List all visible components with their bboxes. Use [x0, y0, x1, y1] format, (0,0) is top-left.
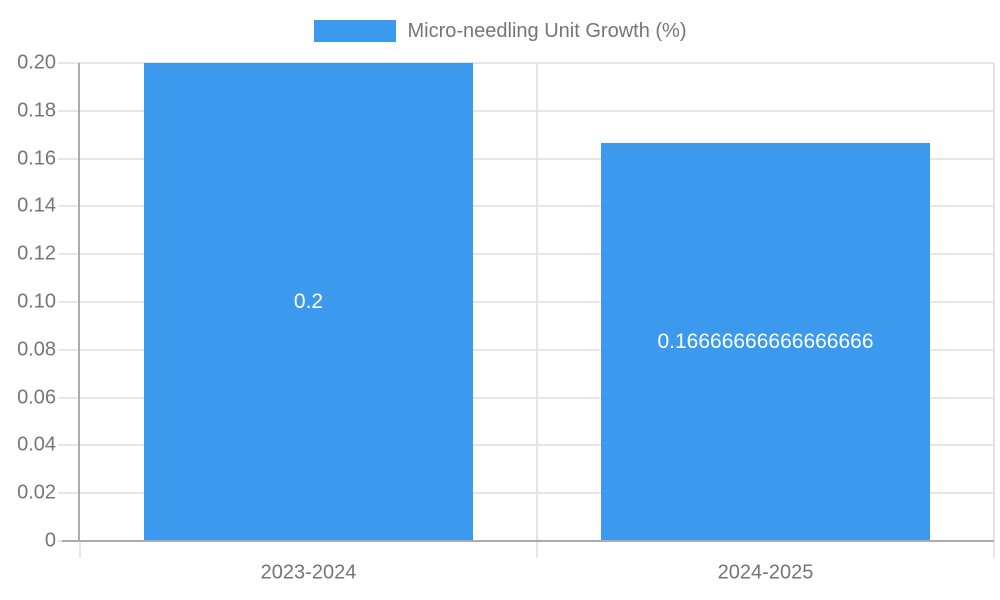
y-axis-tick-label: 0.10: [17, 290, 56, 313]
y-axis-tick-mark: [58, 62, 80, 64]
x-axis-tick-mark: [993, 542, 995, 558]
y-axis-tick-label: 0.08: [17, 338, 56, 361]
y-axis-tick-label: 0.20: [17, 51, 56, 74]
legend-swatch: [313, 20, 396, 42]
plot-area: 0 0.02 0.04 0.06 0.08 0.10 0.12 0.14 0.16 0.18 0.2…: [17, 52, 995, 584]
legend[interactable]: Micro-needling Unit Growth (%): [0, 18, 1000, 44]
x-axis-tick-label: 2024-2025: [717, 561, 814, 584]
bar: [601, 142, 930, 541]
bar-value-label: 0.16666666666666666: [657, 329, 874, 353]
vertical-gridline: [993, 63, 995, 541]
y-axis-tick-mark: [58, 348, 80, 351]
y-axis-tick-mark: [58, 109, 80, 112]
y-axis-tick-mark: [58, 301, 80, 303]
x-axis-tick-label: 2023-2024: [260, 561, 357, 584]
y-axis-tick-mark: [58, 396, 80, 399]
x-axis-tick-mark: [79, 542, 81, 558]
y-axis-tick-label: 0.14: [17, 194, 56, 217]
y-axis-tick-label: 0.06: [17, 386, 56, 409]
vertical-gridline: [536, 63, 538, 541]
y-axis-tick-mark: [58, 205, 80, 208]
y-axis-tick-label: 0.16: [17, 147, 56, 170]
y-axis-tick-label: 0.12: [17, 242, 56, 265]
legend-label: Micro-needling Unit Growth (%): [407, 20, 687, 42]
x-axis-tick-mark: [536, 542, 538, 558]
bar: [144, 63, 473, 541]
y-axis-tick-mark: [58, 253, 80, 256]
y-axis-tick-mark: [58, 444, 80, 447]
bar-value-label: 0.2: [293, 290, 324, 313]
y-axis-tick-label: 0.02: [17, 481, 56, 504]
y-axis-tick-mark: [58, 492, 80, 495]
x-axis-line: [62, 540, 994, 542]
y-axis-tick-label: 0: [44, 529, 56, 552]
y-axis-tick-label: 0.18: [17, 99, 56, 122]
y-axis-line: [78, 63, 80, 541]
y-axis-tick-label: 0.04: [17, 433, 56, 456]
y-axis-tick-mark: [58, 157, 80, 160]
